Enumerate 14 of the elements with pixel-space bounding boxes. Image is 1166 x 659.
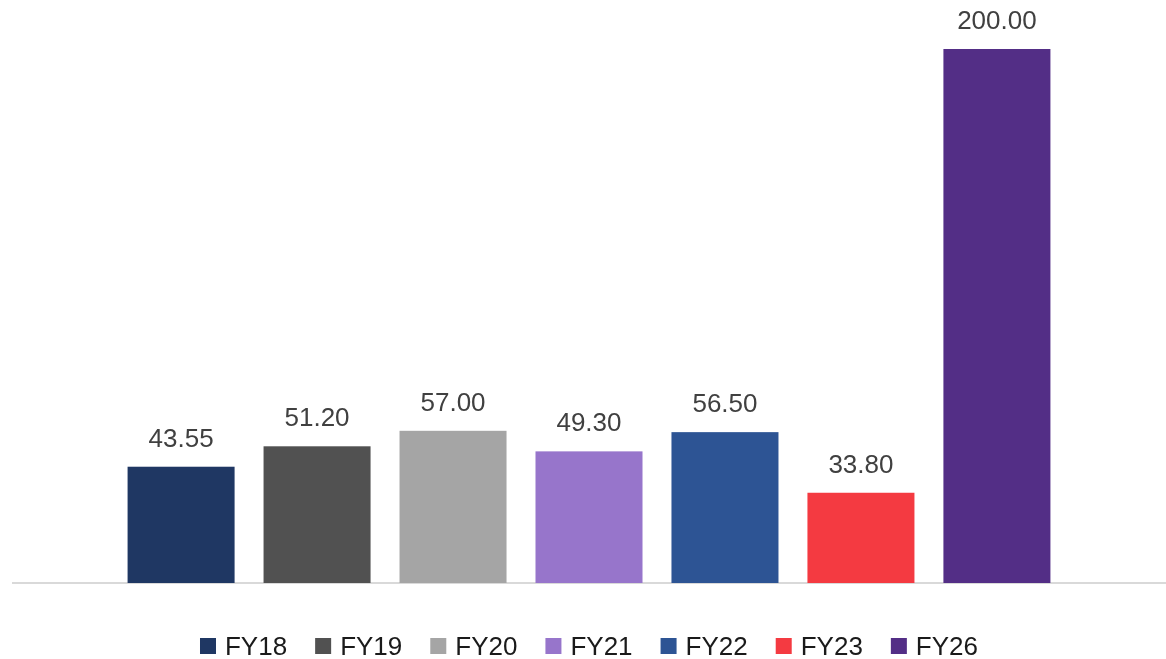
legend-label: FY19 [340,631,403,659]
data-label: 56.50 [692,388,758,419]
data-label: 57.00 [420,386,486,417]
data-label: 51.20 [284,402,350,433]
data-label: 33.80 [828,448,894,479]
data-label: 200.00 [957,5,1037,35]
legend-label: FY23 [800,631,863,659]
legend-label: FY21 [570,631,633,659]
data-label: 49.30 [556,407,622,438]
data-label: 43.55 [148,422,214,453]
legend-label: FY20 [455,631,518,659]
legend-label: FY18 [225,631,288,659]
legend-label: FY26 [915,631,979,659]
legend-label: FY22 [685,631,748,659]
